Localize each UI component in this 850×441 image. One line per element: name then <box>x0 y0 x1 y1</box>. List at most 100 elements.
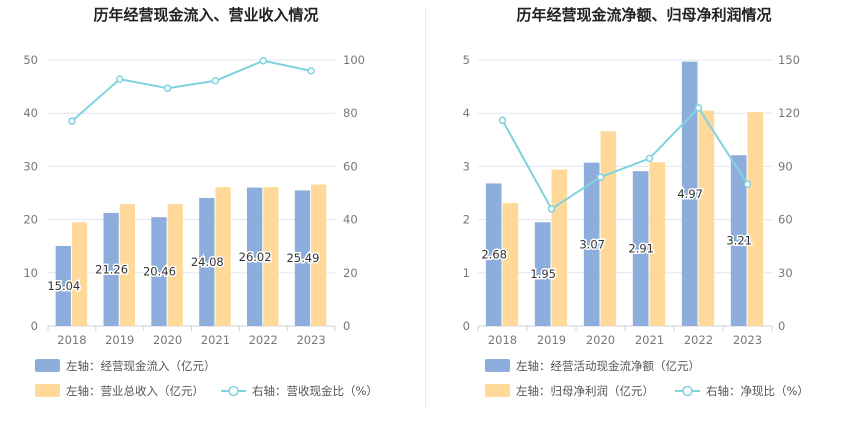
chart1-x-tick-label: 2018 <box>57 333 86 347</box>
panel-divider <box>425 8 426 408</box>
chart1-x-tick-label: 2022 <box>249 333 278 347</box>
chart1-line-series <box>71 59 312 122</box>
chart1-bar-secondary <box>215 187 231 326</box>
chart2-bar-primary <box>632 171 649 326</box>
chart2-bar-secondary <box>600 131 617 326</box>
chart1-line-point <box>163 84 172 92</box>
chart2-data-label: 1.95 <box>530 267 556 281</box>
chart2-line-point <box>645 154 654 163</box>
chart1-left-tick-label: 20 <box>23 213 38 227</box>
chart1-bar-secondary <box>311 184 327 326</box>
chart2-line-point <box>743 180 752 188</box>
chart2-left-tick-label: 2 <box>463 213 470 227</box>
chart1-title: 历年经营现金流入、营业收入情况 <box>93 6 318 24</box>
chart1-legend-label: 左轴：经营现金流入（亿元） <box>66 359 216 373</box>
chart2-data-label: 3.21 <box>726 234 752 248</box>
chart2-left-tick-label: 0 <box>463 319 470 333</box>
chart2-line-point <box>498 116 507 125</box>
chart2-left-tick-label: 1 <box>463 266 470 280</box>
chart1-right-tick-label: 40 <box>343 213 358 227</box>
chart2-data-label: 3.07 <box>579 237 605 251</box>
chart1-line-point <box>116 75 124 83</box>
chart1-bar-secondary <box>263 187 279 326</box>
chart1-data-label: 26.02 <box>239 250 272 264</box>
chart2-x-tick-label: 2023 <box>733 333 762 347</box>
chart1-left-tick-label: 30 <box>23 159 38 173</box>
chart2-legend-label: 左轴：经营活动现金流净额（亿元） <box>516 359 700 373</box>
chart2-bar-secondary <box>698 110 715 326</box>
chart2-line-series <box>501 106 749 211</box>
chart2-legend-line-marker <box>682 385 693 397</box>
chart2-x-tick-label: 2019 <box>537 333 566 347</box>
chart2-legend-label: 左轴：归母净利润（亿元） <box>516 384 654 398</box>
chart2-data-label: 2.68 <box>481 248 507 262</box>
chart1-bar-primary <box>55 245 71 326</box>
chart2-right-tick-label: 90 <box>778 159 793 173</box>
chart2-x-tick-label: 2021 <box>635 333 664 347</box>
chart2-line-point <box>694 104 703 112</box>
chart1-bar-secondary <box>167 204 183 326</box>
chart1-legend-line-marker <box>228 385 239 397</box>
chart2-x-tick-label: 2020 <box>586 333 615 347</box>
chart2-left-tick-label: 3 <box>463 159 470 173</box>
chart2-left-tick-label: 5 <box>463 53 470 67</box>
chart2-title: 历年经营现金流净额、归母净利润情况 <box>516 6 771 24</box>
chart1-data-label: 21.26 <box>95 262 128 276</box>
chart1-data-label: 15.04 <box>47 279 80 293</box>
chart1-data-label: 20.46 <box>143 265 176 279</box>
chart2-left-tick-label: 4 <box>463 106 470 120</box>
chart1-right-tick-label: 0 <box>343 319 350 333</box>
chart2-bar-primary <box>485 183 502 326</box>
chart2-bar-primary <box>681 61 698 326</box>
chart1-bar-primary <box>294 190 311 326</box>
chart1-right-tick-label: 60 <box>343 159 358 173</box>
chart1-right-tick-label: 20 <box>343 266 358 280</box>
chart1-bar-secondary <box>119 204 136 326</box>
chart2-legend-swatch <box>485 359 510 372</box>
chart2-right-tick-label: 30 <box>778 266 793 280</box>
chart1-line-point <box>68 117 76 125</box>
chart1-bar-primary <box>246 187 263 326</box>
chart2-data-label: 4.97 <box>677 187 703 201</box>
chart2-bar-secondary <box>747 112 764 326</box>
chart1-legend-swatch <box>35 384 60 397</box>
chart2-right-tick-label: 120 <box>778 106 800 120</box>
chart1-legend-label: 左轴：营业总收入（亿元） <box>66 384 204 398</box>
chart2-bar-primary <box>730 155 747 326</box>
chart1-bar-secondary <box>71 222 88 326</box>
chart1-x-tick-label: 2023 <box>296 333 325 347</box>
chart1-left-tick-label: 50 <box>23 53 38 67</box>
chart2-right-tick-label: 150 <box>778 53 800 67</box>
chart2-data-label: 2.91 <box>628 242 654 256</box>
chart1-legend-swatch <box>35 359 60 372</box>
chart1-x-tick-label: 2021 <box>201 333 230 347</box>
chart1-x-tick-label: 2019 <box>105 333 134 347</box>
chart1-line-point <box>211 76 220 85</box>
chart2-right-tick-label: 0 <box>778 319 785 333</box>
chart1-data-label: 24.08 <box>191 255 224 269</box>
chart1-line-point <box>259 57 267 65</box>
chart1-x-tick-label: 2020 <box>153 333 182 347</box>
chart2-x-tick-label: 2018 <box>488 333 517 347</box>
chart1-left-tick-label: 0 <box>31 319 38 333</box>
chart1-line-point <box>307 67 315 75</box>
chart2-x-tick-label: 2022 <box>684 333 713 347</box>
chart2-line-point <box>596 173 605 181</box>
chart1-right-tick-label: 80 <box>343 106 358 120</box>
chart1-data-label: 25.49 <box>286 251 319 265</box>
chart2-bar-secondary <box>551 169 568 326</box>
chart2-legend-label: 右轴：净现比（%） <box>706 384 809 398</box>
chart2-legend-swatch <box>485 384 510 397</box>
chart1-bar-primary <box>151 217 167 326</box>
chart2-bar-secondary <box>502 203 519 326</box>
chart1-legend-label: 右轴：营收现金比（%） <box>252 384 378 398</box>
chart1-bar-primary <box>103 212 119 326</box>
chart2-bar-primary <box>534 222 551 326</box>
chart1-left-tick-label: 10 <box>23 266 38 280</box>
chart2-right-tick-label: 60 <box>778 213 793 227</box>
chart1-left-tick-label: 40 <box>23 106 38 120</box>
chart1-bar-primary <box>199 197 215 326</box>
chart2-line-point <box>547 205 556 213</box>
